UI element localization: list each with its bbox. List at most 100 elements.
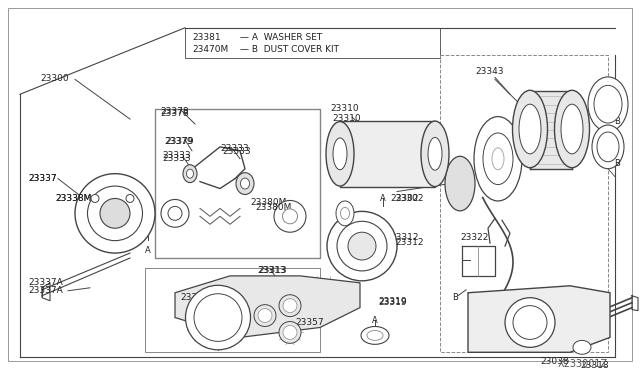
Ellipse shape — [279, 295, 301, 317]
Text: 23318: 23318 — [580, 361, 609, 370]
Text: 23338M: 23338M — [55, 193, 92, 202]
Text: 23378: 23378 — [160, 109, 189, 118]
Text: 23313M: 23313M — [180, 293, 216, 302]
Text: A: A — [145, 246, 151, 255]
Text: B: B — [452, 293, 458, 302]
Polygon shape — [468, 286, 610, 352]
Ellipse shape — [361, 327, 389, 344]
Ellipse shape — [561, 104, 583, 154]
Text: 23333: 23333 — [220, 144, 248, 153]
Ellipse shape — [327, 211, 397, 281]
Ellipse shape — [75, 174, 155, 253]
Text: 23313: 23313 — [257, 266, 285, 275]
Text: 23338M: 23338M — [55, 193, 92, 202]
Ellipse shape — [519, 104, 541, 154]
Ellipse shape — [283, 326, 297, 339]
Text: — B  DUST COVER KIT: — B DUST COVER KIT — [240, 45, 339, 54]
Ellipse shape — [258, 309, 272, 323]
Text: 23333: 23333 — [222, 147, 251, 156]
Text: 23343: 23343 — [475, 67, 504, 77]
Ellipse shape — [367, 330, 383, 340]
Ellipse shape — [513, 306, 547, 339]
Polygon shape — [175, 276, 360, 337]
Ellipse shape — [100, 199, 130, 228]
Ellipse shape — [445, 156, 475, 211]
Text: 23337: 23337 — [28, 174, 56, 183]
Text: 23333: 23333 — [162, 151, 191, 160]
Text: 23333: 23333 — [162, 154, 191, 163]
Text: 23319: 23319 — [378, 297, 406, 306]
Text: 23337A: 23337A — [28, 278, 63, 287]
Ellipse shape — [126, 195, 134, 202]
Ellipse shape — [492, 148, 504, 170]
Ellipse shape — [283, 299, 297, 312]
Ellipse shape — [161, 199, 189, 227]
Ellipse shape — [505, 298, 555, 347]
Ellipse shape — [348, 232, 376, 260]
Ellipse shape — [337, 221, 387, 271]
Text: 23379: 23379 — [164, 137, 193, 146]
Ellipse shape — [474, 116, 522, 201]
Ellipse shape — [168, 206, 182, 220]
Text: 23312: 23312 — [390, 233, 419, 242]
Text: 23312: 23312 — [395, 238, 424, 247]
Text: 23313: 23313 — [258, 266, 287, 275]
Text: 23302: 23302 — [395, 193, 424, 202]
Ellipse shape — [573, 340, 591, 354]
Text: 23310: 23310 — [332, 114, 360, 123]
Text: 23378: 23378 — [160, 107, 189, 116]
Ellipse shape — [326, 122, 354, 186]
Ellipse shape — [592, 125, 624, 169]
Ellipse shape — [428, 137, 442, 170]
Text: 23380M: 23380M — [250, 199, 286, 208]
Text: 23038: 23038 — [540, 357, 568, 366]
Bar — [530, 91, 572, 169]
Text: A: A — [380, 193, 386, 202]
Text: 23357: 23357 — [295, 318, 324, 327]
Ellipse shape — [597, 132, 619, 162]
Ellipse shape — [194, 294, 242, 341]
Text: 23310: 23310 — [330, 104, 358, 113]
Ellipse shape — [183, 165, 197, 183]
Ellipse shape — [588, 77, 628, 131]
Ellipse shape — [186, 285, 250, 350]
Text: 23322: 23322 — [460, 233, 488, 242]
Text: 23337: 23337 — [28, 174, 56, 183]
Ellipse shape — [421, 121, 449, 187]
Text: 23313M: 23313M — [182, 293, 218, 302]
Ellipse shape — [340, 208, 349, 219]
Text: — A  WASHER SET: — A WASHER SET — [240, 33, 323, 42]
Text: 23380M: 23380M — [255, 203, 291, 212]
Ellipse shape — [279, 321, 301, 343]
Text: 23337A: 23337A — [28, 286, 63, 295]
Bar — [155, 109, 320, 258]
Text: 23357: 23357 — [295, 318, 324, 327]
Ellipse shape — [88, 186, 143, 241]
Text: B: B — [614, 117, 620, 126]
Ellipse shape — [91, 195, 99, 202]
Text: 23302: 23302 — [390, 193, 419, 202]
Ellipse shape — [236, 173, 254, 195]
Bar — [440, 55, 608, 352]
Ellipse shape — [186, 169, 193, 178]
Ellipse shape — [333, 138, 347, 170]
Ellipse shape — [483, 133, 513, 185]
Ellipse shape — [274, 201, 306, 232]
Ellipse shape — [282, 209, 298, 224]
Ellipse shape — [594, 85, 622, 123]
Text: A: A — [380, 253, 386, 262]
Bar — [340, 121, 435, 187]
Ellipse shape — [554, 90, 589, 168]
Ellipse shape — [254, 305, 276, 327]
Ellipse shape — [336, 201, 354, 226]
Text: 23381: 23381 — [192, 33, 221, 42]
Text: 23300: 23300 — [40, 74, 68, 83]
Ellipse shape — [513, 90, 547, 168]
Text: 23379: 23379 — [165, 137, 194, 146]
Text: 23319: 23319 — [378, 298, 406, 307]
Text: B: B — [614, 159, 620, 168]
Text: 23470M: 23470M — [192, 45, 228, 54]
Text: X233001Z: X233001Z — [558, 359, 608, 369]
Text: A: A — [372, 315, 378, 325]
Ellipse shape — [241, 178, 250, 189]
